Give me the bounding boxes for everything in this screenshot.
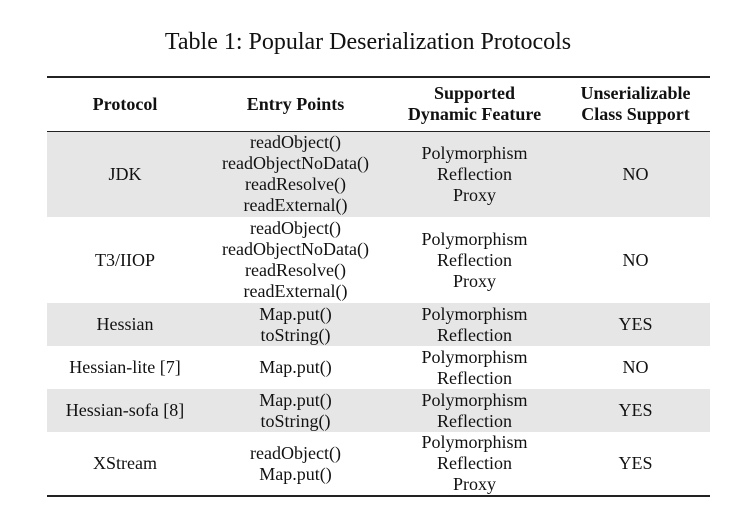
table-header-row: Protocol Entry Points Supported Dynamic …	[47, 76, 710, 132]
feature: Polymorphism	[421, 346, 528, 367]
entry-points-cell: Map.put()	[203, 346, 388, 389]
table-caption: Table 1: Popular Deserialization Protoco…	[164, 29, 572, 55]
features-cell: Polymorphism Reflection	[388, 303, 561, 346]
entry-point: readResolve()	[245, 260, 346, 280]
protocol-cell: T3/IIOP	[95, 249, 155, 270]
entry-points-cell: Map.put() toString()	[203, 389, 388, 432]
table-row: Hessian Map.put() toString() Polymorphis…	[47, 303, 710, 346]
header-protocol: Protocol	[47, 76, 203, 132]
entry-point: readObjectNoData()	[222, 239, 369, 259]
entry-point: readExternal()	[243, 195, 348, 216]
feature: Reflection	[437, 249, 512, 270]
protocol-cell: Hessian-sofa [8]	[47, 389, 203, 432]
feature: Reflection	[437, 410, 512, 431]
features-cell: Polymorphism Reflection	[388, 346, 561, 389]
entry-point: toString()	[260, 324, 331, 345]
entry-point: toString()	[260, 410, 331, 431]
feature: Polymorphism	[421, 303, 528, 324]
table-row: JDK readObject() readObjectNoData() read…	[47, 131, 710, 217]
feature: Polymorphism	[421, 228, 528, 249]
entry-points-cell: Map.put() toString()	[203, 303, 388, 346]
header-dynamic-feature-line: Dynamic Feature	[407, 104, 542, 125]
table-row: Hessian-lite [7] Map.put() Polymorphism …	[47, 346, 710, 389]
entry-points-cell: readObject() readObjectNoData() readReso…	[203, 217, 388, 303]
support-cell: NO	[622, 249, 649, 270]
entry-points-cell: readObject() readObjectNoData() readReso…	[203, 131, 388, 217]
support-cell: YES	[561, 389, 710, 432]
support-cell: NO	[561, 131, 710, 217]
features-cell: Polymorphism Reflection Proxy	[388, 217, 561, 303]
feature: Polymorphism	[421, 432, 528, 452]
entry-point: readObject()	[250, 442, 341, 463]
header-unserializable-support: Unserializable Class Support	[561, 76, 710, 132]
feature: Proxy	[452, 270, 496, 291]
header-unserializable-line: Class Support	[581, 104, 690, 125]
features-cell: Polymorphism Reflection	[388, 389, 561, 432]
entry-point: readObject()	[250, 132, 341, 153]
protocol-cell: XStream	[47, 432, 203, 497]
entry-point: readObjectNoData()	[222, 153, 369, 174]
protocol-cell: Hessian-lite [7]	[69, 357, 181, 377]
header-dynamic-feature-line: Supported	[433, 83, 516, 104]
support-cell: NO	[622, 357, 649, 377]
header-dynamic-feature: Supported Dynamic Feature	[388, 76, 561, 132]
entry-point: Map.put()	[259, 303, 332, 324]
feature: Reflection	[437, 163, 512, 184]
entry-points-cell: readObject() Map.put()	[203, 432, 388, 497]
protocol-cell: Hessian	[47, 303, 203, 346]
feature: Proxy	[452, 474, 496, 494]
entry-point: readExternal()	[243, 281, 348, 301]
table-row: Hessian-sofa [8] Map.put() toString() Po…	[47, 389, 710, 432]
entry-point: Map.put()	[259, 463, 332, 484]
entry-point: Map.put()	[259, 389, 332, 410]
support-cell: YES	[561, 432, 710, 497]
header-unserializable-line: Unserializable	[580, 83, 691, 104]
feature: Proxy	[452, 184, 496, 205]
feature: Polymorphism	[421, 142, 528, 163]
table-row: XStream readObject() Map.put() Polymorph…	[47, 432, 710, 497]
features-cell: Polymorphism Reflection Proxy	[388, 432, 561, 497]
feature: Reflection	[437, 324, 512, 345]
support-cell: YES	[561, 303, 710, 346]
entry-point: Map.put()	[259, 357, 332, 377]
table-row: T3/IIOP readObject() readObjectNoData() …	[47, 217, 710, 303]
feature: Reflection	[437, 453, 512, 473]
feature: Polymorphism	[421, 389, 528, 410]
entry-point: readObject()	[250, 218, 341, 238]
feature: Reflection	[437, 367, 512, 388]
protocol-cell: JDK	[47, 131, 203, 217]
features-cell: Polymorphism Reflection Proxy	[388, 131, 561, 217]
entry-point: readResolve()	[245, 174, 346, 195]
protocols-table: Protocol Entry Points Supported Dynamic …	[47, 76, 710, 497]
header-entry-points: Entry Points	[203, 76, 388, 132]
